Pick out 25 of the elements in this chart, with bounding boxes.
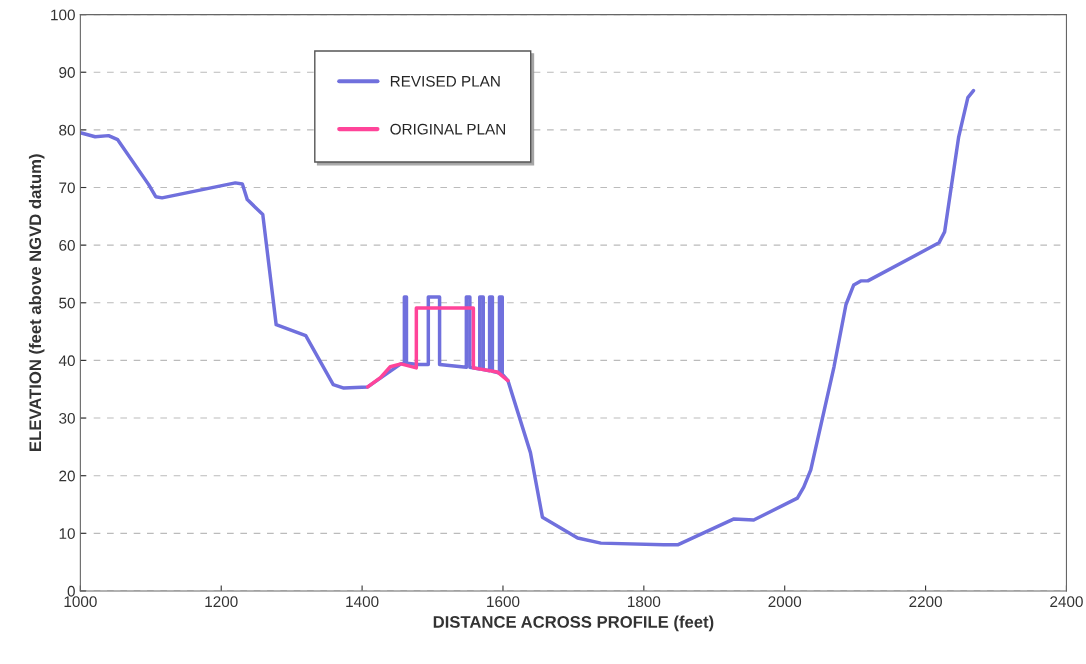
y-axis-title: ELEVATION (feet above NGVD datum): [28, 154, 45, 451]
y-tick-label: 90: [59, 67, 75, 78]
y-tick-label: 40: [58, 355, 75, 367]
x-tick-label: 1000: [64, 596, 97, 608]
y-tick-label: 10: [59, 528, 75, 540]
legend-label: REVISED PLAN: [390, 75, 500, 87]
legend-label: ORIGINAL PLAN: [390, 123, 506, 135]
y-tick-label: 30: [59, 412, 75, 424]
y-tick-label: 20: [59, 470, 75, 482]
x-tick-label: 1600: [487, 596, 520, 608]
x-axis-title: DISTANCE ACROSS PROFILE (feet): [433, 615, 714, 632]
x-tick-label: 2400: [1050, 596, 1083, 608]
x-tick-label: 1400: [346, 596, 379, 608]
x-tick-label: 1800: [628, 596, 661, 608]
y-tick-label: 60: [59, 240, 75, 251]
x-tick-label: 2000: [768, 596, 802, 608]
x-tick-label: 1200: [205, 596, 238, 608]
y-tick-label: 70: [59, 182, 75, 194]
line-series: [80, 88, 976, 547]
y-tick-label: 100: [51, 9, 75, 21]
y-tick-label: 80: [59, 124, 75, 136]
x-tick-label: 2200: [909, 596, 942, 608]
y-tick-label: 0: [67, 585, 75, 597]
y-tick-label: 50: [59, 297, 75, 309]
line-series: [366, 306, 510, 389]
